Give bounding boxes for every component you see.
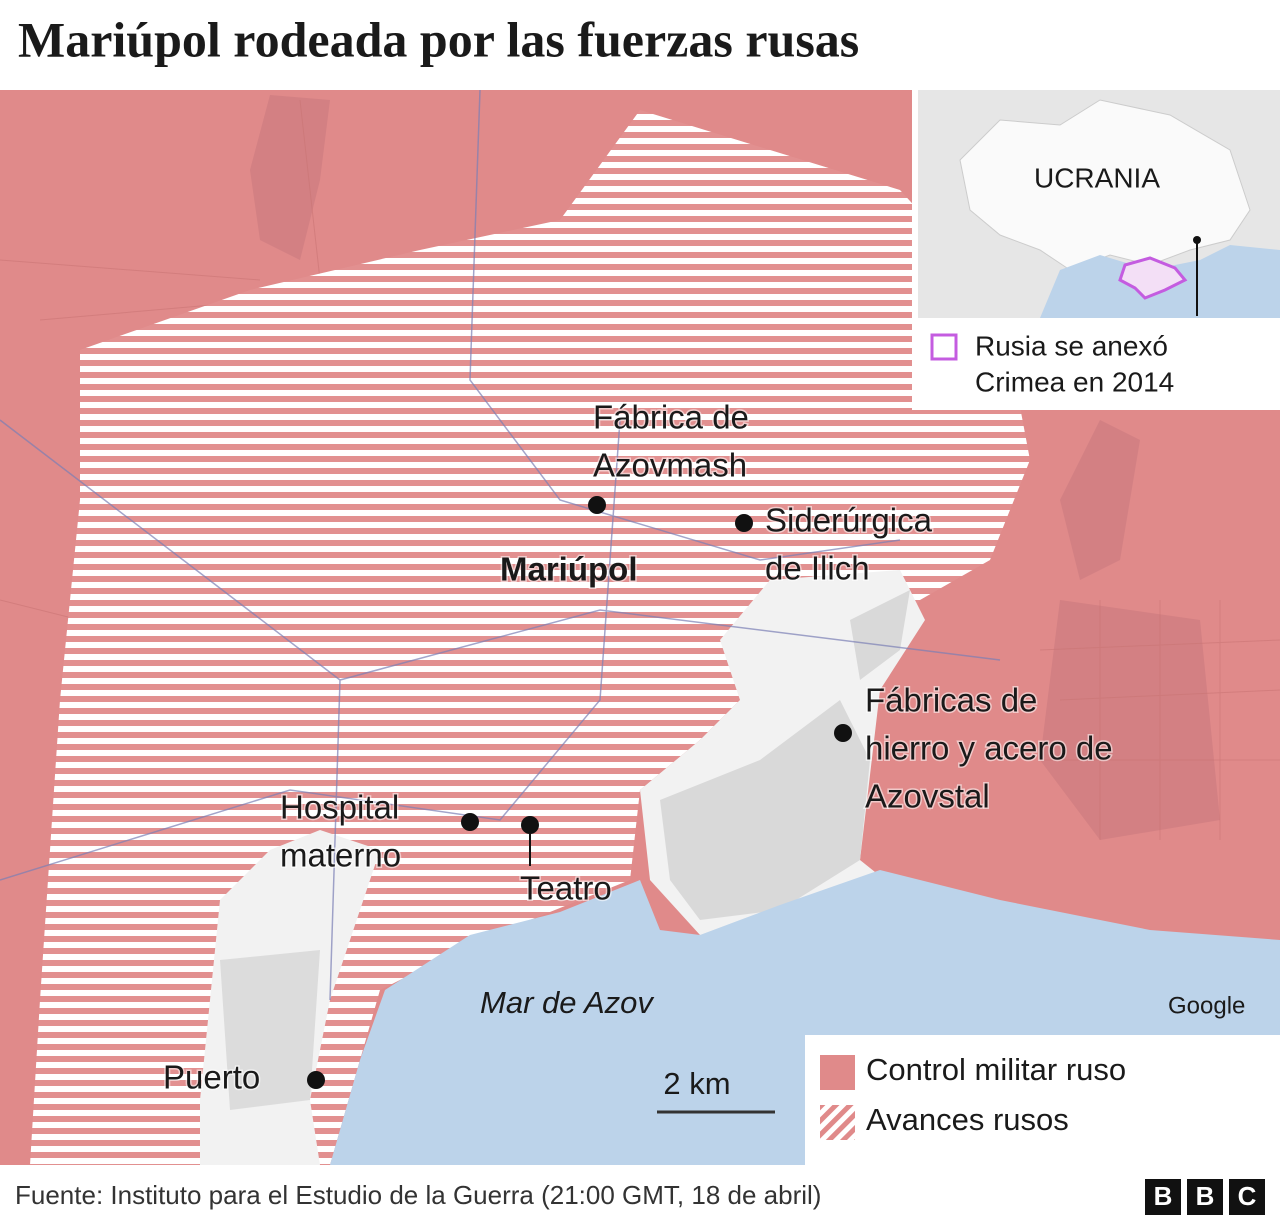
place-label: Hospital [280, 789, 399, 826]
inset-legend-swatch [930, 333, 958, 361]
industrial-area [660, 590, 910, 920]
place-label: de Ilich [765, 550, 870, 587]
place-label: Teatro [520, 870, 612, 907]
legend-swatch [820, 1105, 855, 1140]
footer: Fuente: Instituto para el Estudio de la … [15, 1179, 1265, 1215]
place-label: Azovstal [865, 778, 990, 815]
port-built [220, 950, 320, 1110]
source: Fuente: Instituto para el Estudio de la … [15, 1180, 821, 1210]
marker [461, 813, 479, 831]
scale-label: 2 km [663, 1066, 730, 1101]
logo-block [1229, 1179, 1265, 1215]
marker [834, 724, 852, 742]
inset-pin-dot [1193, 236, 1201, 244]
logo-block [1187, 1179, 1223, 1215]
inset: UCRANIA Rusia se anexó Crimea en 2014 [912, 90, 1280, 410]
title: Mariúpol rodeada por las fuerzas rusas [18, 11, 859, 67]
legend-text: Avances rusos [866, 1102, 1069, 1137]
place-label: Fábricas de [865, 682, 1037, 719]
map-labels: Fábrica de Azovmash Siderúrgica de Ilich… [162, 397, 1245, 1114]
place-label: Siderúrgica [765, 502, 933, 539]
place-label: Puerto [163, 1059, 260, 1096]
inset-country: UCRANIA [1034, 162, 1160, 193]
place-label: hierro y acero de [865, 730, 1113, 767]
marker [588, 496, 606, 514]
inset-legend-text: Crimea en 2014 [975, 366, 1174, 397]
logo-letter: B [1196, 1181, 1215, 1211]
legend-text: Control militar ruso [866, 1052, 1126, 1087]
place-label: Fábrica de [593, 399, 749, 436]
inset-crimea [1118, 256, 1188, 300]
logo-block [1145, 1179, 1181, 1215]
inset-legend-text: Rusia se anexó [975, 330, 1168, 361]
built-area [250, 95, 1220, 840]
logo-letter: C [1238, 1181, 1257, 1211]
place-label: Azovmash [593, 447, 747, 484]
marker [307, 1071, 325, 1089]
legend-swatch [820, 1055, 855, 1090]
marker [521, 816, 539, 834]
logo-letter: B [1154, 1181, 1173, 1211]
marker [735, 514, 753, 532]
legend-panel [805, 1035, 1280, 1165]
place-label: materno [280, 837, 401, 874]
attribution: Google [1168, 992, 1245, 1019]
sea-label: Mar de Azov [480, 985, 654, 1020]
city-label: Mariúpol [500, 551, 638, 588]
legend: Control militar ruso Avances rusos [805, 1035, 1280, 1165]
inset-ukraine [959, 99, 1251, 271]
